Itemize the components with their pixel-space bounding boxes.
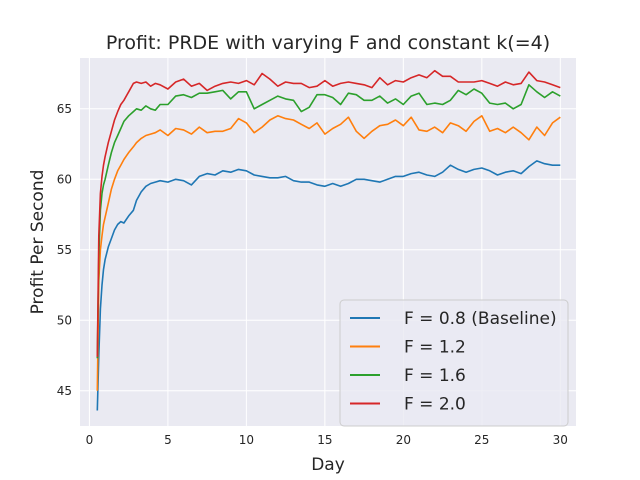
legend-label: F = 2.0 <box>404 395 466 415</box>
legend-box <box>339 299 569 427</box>
legend-label: F = 1.2 <box>404 338 466 358</box>
x-tick-label: 15 <box>317 433 332 447</box>
x-tick-label: 10 <box>239 433 254 447</box>
chart-title: Profit: PRDE with varying F and constant… <box>106 32 550 54</box>
y-tick-label: 55 <box>57 243 72 257</box>
grid-lines <box>80 58 576 426</box>
x-tick-label: 30 <box>553 433 568 447</box>
x-tick-label: 5 <box>164 433 172 447</box>
y-tick-label: 50 <box>57 313 72 327</box>
y-tick-label: 60 <box>57 172 72 186</box>
x-axis-label: Day <box>311 455 345 475</box>
legend-label: F = 0.8 (Baseline) <box>404 309 557 329</box>
series-layer <box>96 69 561 411</box>
legend-label: F = 1.6 <box>404 366 466 386</box>
series-line-3 <box>96 84 561 359</box>
x-axis-ticks: 0 5 10 15 20 25 30 <box>86 433 568 447</box>
x-tick-label: 0 <box>86 433 94 447</box>
x-tick-label: 25 <box>474 433 489 447</box>
y-axis-label: Profit Per Second <box>28 170 48 315</box>
y-tick-label: 65 <box>57 102 72 116</box>
series-line-1 <box>96 160 561 411</box>
y-tick-label: 45 <box>57 384 72 398</box>
y-axis-ticks: 45 50 55 60 65 <box>57 102 72 398</box>
legend: F = 0.8 (Baseline) F = 1.2 F = 1.6 F = 2.0 <box>339 299 569 427</box>
series-line-4 <box>96 69 561 357</box>
x-tick-label: 20 <box>396 433 411 447</box>
series-line-2 <box>96 115 561 391</box>
